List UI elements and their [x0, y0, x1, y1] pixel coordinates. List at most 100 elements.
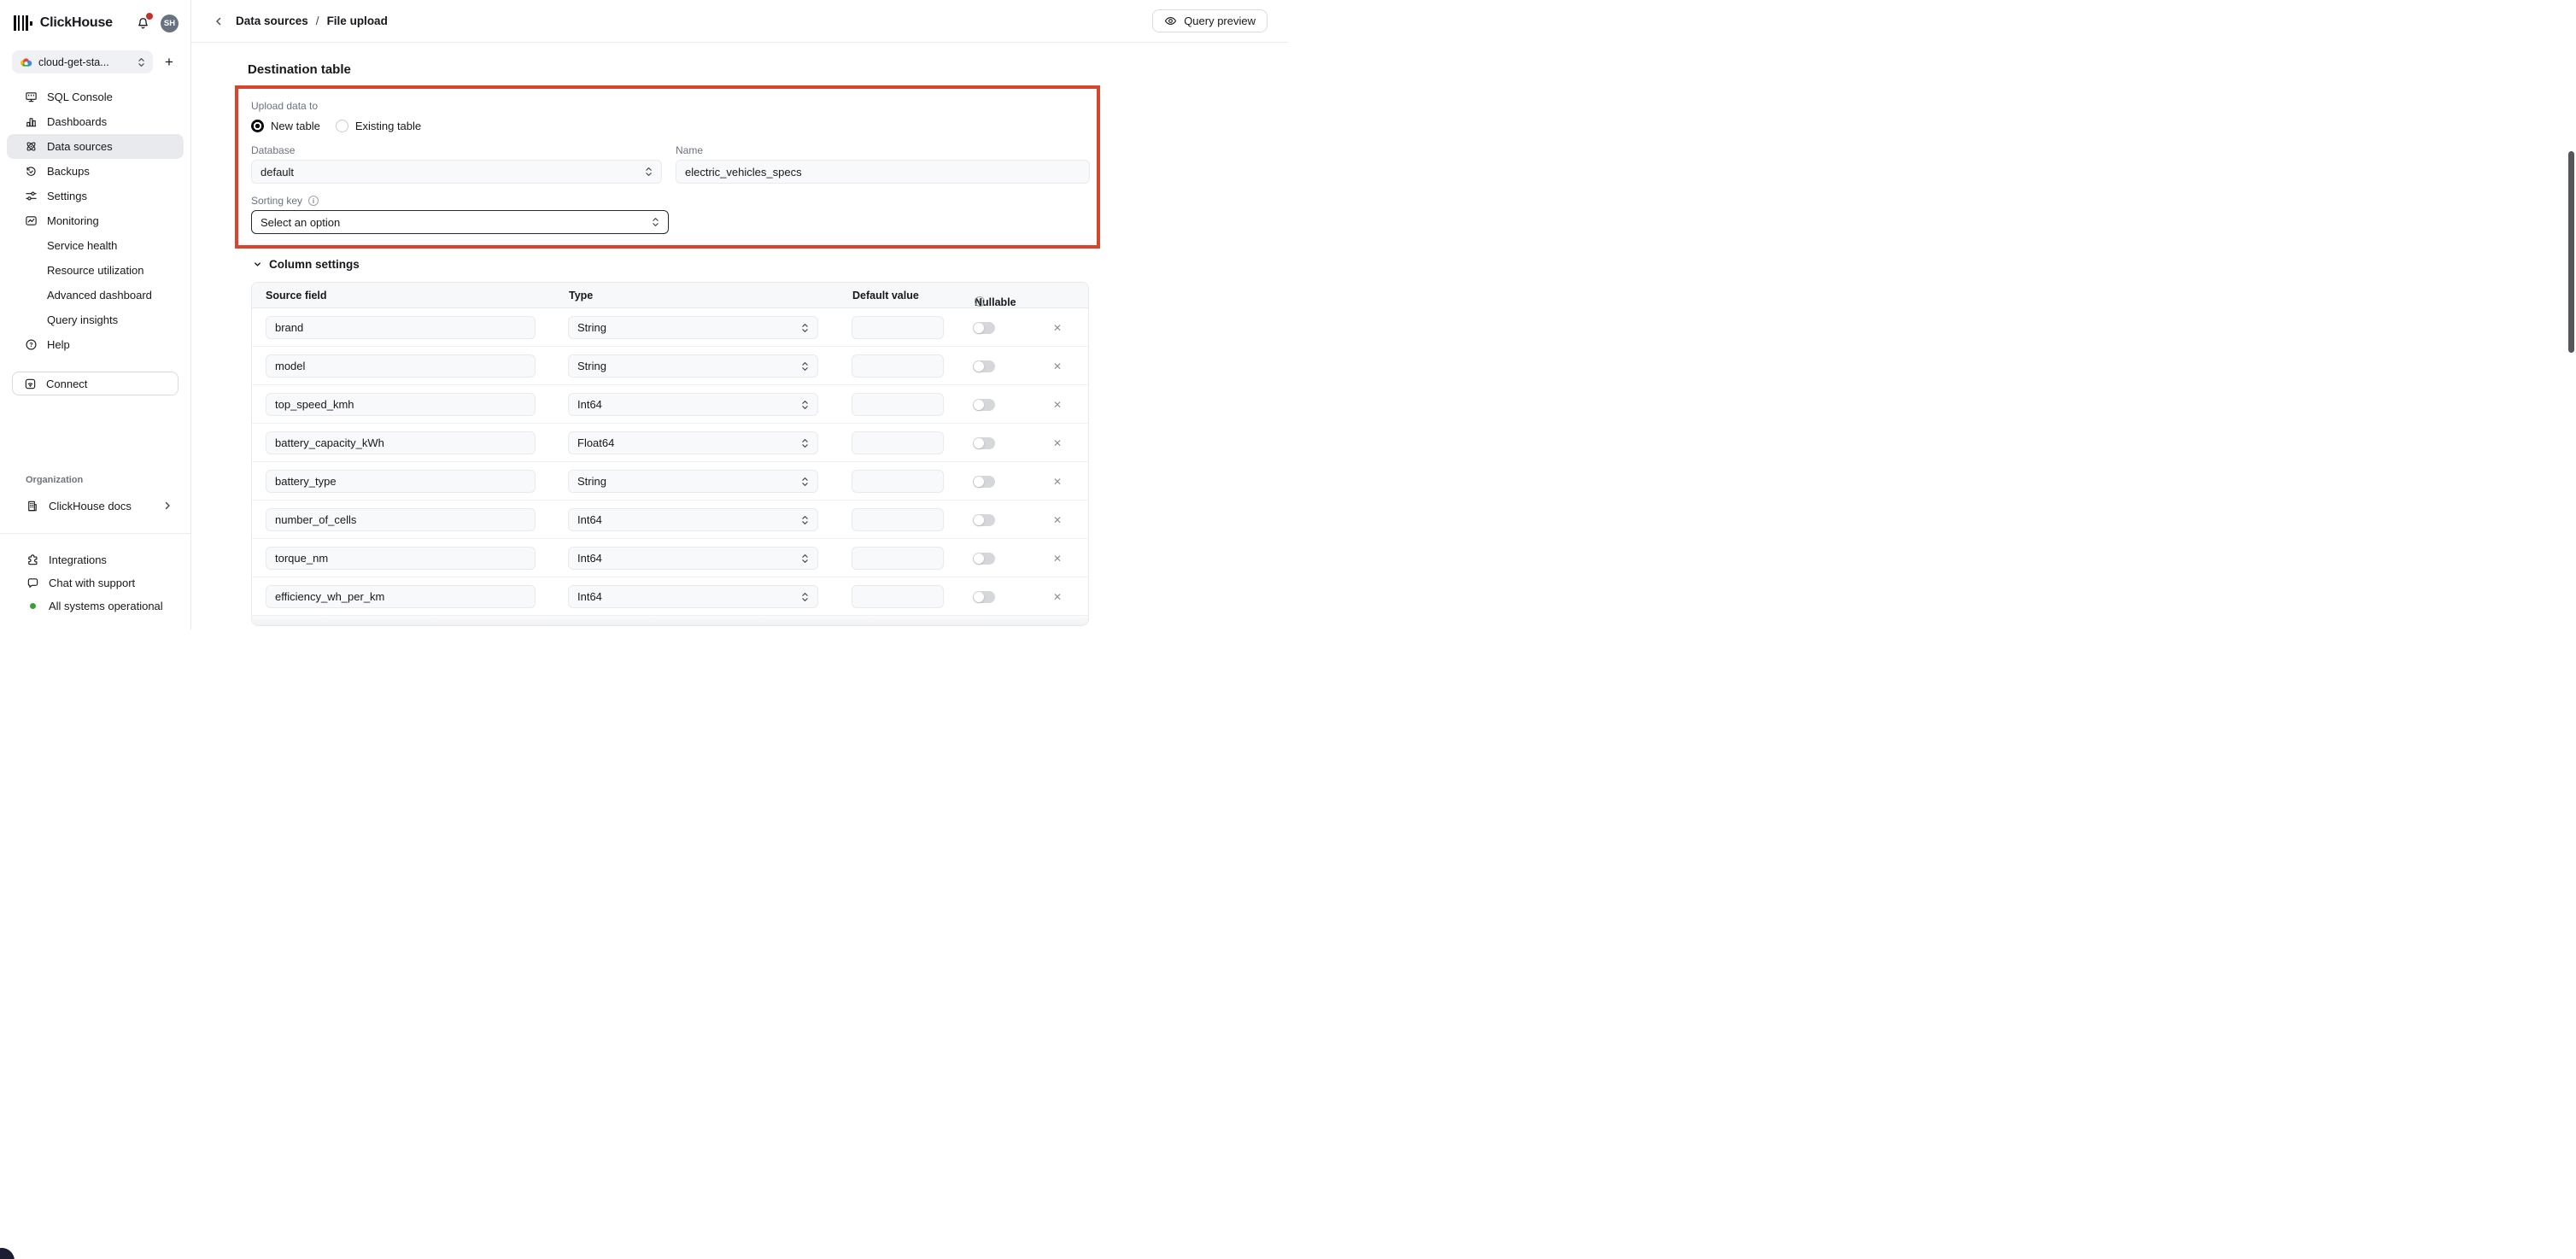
type-select[interactable]: Int64	[568, 547, 818, 570]
nullable-toggle[interactable]	[973, 591, 995, 603]
clickhouse-logo-icon	[14, 15, 32, 31]
source-field-input[interactable]	[266, 354, 536, 378]
default-value-input[interactable]	[852, 431, 944, 454]
toggle-knob	[974, 592, 984, 602]
service-row: cloud-get-sta... +	[12, 50, 179, 73]
source-field-input[interactable]	[266, 508, 536, 531]
default-value-input[interactable]	[852, 547, 944, 570]
sidebar-item-backups[interactable]: Backups	[7, 159, 184, 184]
organization-section-label: Organization	[26, 475, 84, 485]
column-settings-table: Source field Type Default value Nullable…	[251, 282, 1089, 626]
notifications-bell-icon[interactable]	[136, 13, 153, 31]
nullable-toggle[interactable]	[973, 514, 995, 526]
select-updown-icon	[646, 167, 652, 176]
add-service-button[interactable]: +	[165, 54, 173, 70]
source-field-input[interactable]	[266, 393, 536, 416]
type-select[interactable]: Int64	[568, 508, 818, 531]
sidebar-item-data-sources[interactable]: Data sources	[7, 134, 184, 159]
source-field-input[interactable]	[266, 316, 536, 339]
radio-new-table[interactable]: New table	[251, 120, 320, 132]
column-settings-toggle[interactable]: Column settings	[253, 258, 1288, 271]
sidebar-item-integrations[interactable]: Integrations	[7, 548, 184, 571]
remove-column-button[interactable]: ✕	[1050, 359, 1065, 374]
nullable-info-icon[interactable]: i	[975, 296, 985, 307]
toggle-knob	[974, 477, 984, 487]
default-value-input[interactable]	[852, 585, 944, 608]
remove-column-button[interactable]: ✕	[1050, 551, 1065, 566]
sidebar-item-settings[interactable]: Settings	[7, 184, 184, 208]
nullable-toggle[interactable]	[973, 553, 995, 565]
sidebar-item-label: Chat with support	[49, 577, 136, 589]
connect-button[interactable]: Connect	[12, 372, 179, 395]
source-field-input[interactable]	[266, 547, 536, 570]
svg-text:?: ?	[29, 343, 32, 348]
select-updown-icon	[802, 553, 808, 563]
nullable-toggle[interactable]	[973, 399, 995, 411]
brand-name: ClickHouse	[39, 15, 113, 30]
sidebar-item-help[interactable]: ? Help	[7, 332, 184, 357]
sidebar-item-clickhouse-docs[interactable]: ClickHouse docs	[7, 494, 184, 518]
toggle-knob	[974, 515, 984, 525]
sidebar-item-label: Resource utilization	[47, 264, 144, 277]
back-chevron-icon[interactable]	[214, 15, 225, 27]
database-select[interactable]: default	[251, 160, 662, 184]
sidebar-item-sql-console[interactable]: SQL Console	[7, 85, 184, 109]
nullable-toggle[interactable]	[973, 360, 995, 372]
content: Destination table Upload data to New tab…	[191, 43, 1288, 630]
sidebar-divider	[0, 533, 190, 534]
remove-column-button[interactable]: ✕	[1050, 474, 1065, 489]
select-updown-icon	[802, 361, 808, 371]
nullable-toggle[interactable]	[973, 476, 995, 488]
source-field-input[interactable]	[266, 585, 536, 608]
nullable-toggle[interactable]	[973, 437, 995, 449]
sidebar-item-service-health[interactable]: Service health	[7, 233, 184, 258]
sidebar-item-system-status[interactable]: All systems operational	[7, 594, 184, 618]
select-updown-icon	[802, 438, 808, 448]
breadcrumb-parent[interactable]: Data sources	[236, 15, 308, 27]
sidebar-item-resource-utilization[interactable]: Resource utilization	[7, 258, 184, 283]
remove-column-button[interactable]: ✕	[1050, 436, 1065, 451]
sorting-key-select[interactable]: Select an option	[251, 210, 669, 234]
default-value-input[interactable]	[852, 354, 944, 378]
chevron-right-icon	[163, 501, 172, 510]
default-value-input[interactable]	[852, 508, 944, 531]
sidebar-item-monitoring[interactable]: Monitoring	[7, 208, 184, 233]
type-select-value: Int64	[577, 513, 602, 526]
select-updown-icon	[802, 323, 808, 332]
default-value-input[interactable]	[852, 470, 944, 493]
avatar[interactable]: SH	[161, 14, 179, 32]
type-select[interactable]: Int64	[568, 393, 818, 416]
type-select[interactable]: Int64	[568, 585, 818, 608]
sidebar-item-query-insights[interactable]: Query insights	[7, 307, 184, 332]
type-select[interactable]: String	[568, 470, 818, 493]
type-select[interactable]: String	[568, 354, 818, 378]
sidebar-item-label: Monitoring	[47, 214, 99, 227]
upload-data-to-label: Upload data to	[251, 100, 319, 112]
sidebar-item-dashboards[interactable]: Dashboards	[7, 109, 184, 134]
type-select[interactable]: String	[568, 316, 818, 339]
info-icon[interactable]: i	[308, 196, 319, 206]
radio-label: Existing table	[354, 120, 422, 132]
service-selector[interactable]: cloud-get-sta...	[12, 50, 153, 73]
sidebar-item-advanced-dashboard[interactable]: Advanced dashboard	[7, 283, 184, 307]
default-value-input[interactable]	[852, 393, 944, 416]
table-name-input[interactable]	[676, 160, 1090, 184]
vertical-scrollbar-thumb[interactable]	[2568, 151, 2574, 353]
remove-column-button[interactable]: ✕	[1050, 512, 1065, 528]
query-preview-button[interactable]: Query preview	[1152, 9, 1268, 32]
remove-column-button[interactable]: ✕	[1050, 320, 1065, 336]
sidebar-item-chat-support[interactable]: Chat with support	[7, 571, 184, 594]
source-field-input[interactable]	[266, 431, 536, 454]
backups-icon	[24, 165, 38, 179]
help-icon: ?	[24, 338, 38, 352]
radio-existing-table[interactable]: Existing table	[335, 120, 422, 132]
source-field-input[interactable]	[266, 470, 536, 493]
chat-launcher-corner-widget[interactable]	[0, 1248, 15, 1259]
select-updown-icon	[802, 477, 808, 486]
nullable-toggle[interactable]	[973, 322, 995, 334]
type-select[interactable]: Float64	[568, 431, 818, 454]
remove-column-button[interactable]: ✕	[1050, 397, 1065, 413]
remove-column-button[interactable]: ✕	[1050, 589, 1065, 605]
select-updown-icon	[802, 592, 808, 601]
default-value-input[interactable]	[852, 316, 944, 339]
